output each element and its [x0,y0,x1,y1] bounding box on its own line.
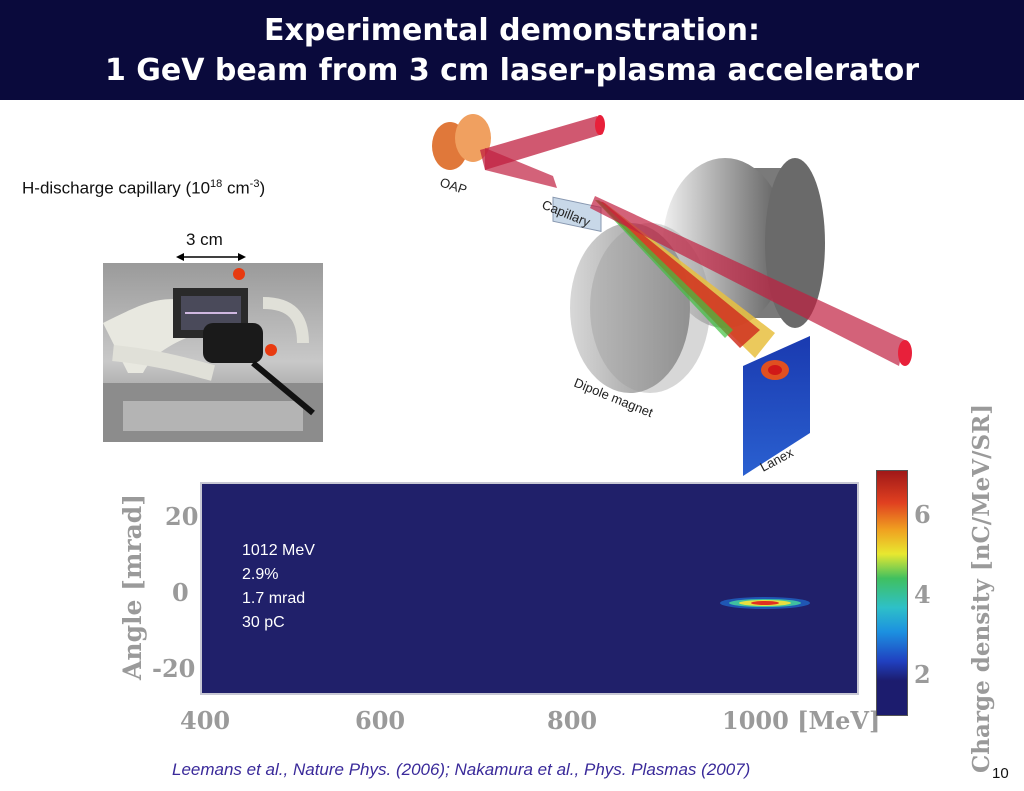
charge: 30 pC [242,614,285,631]
x-tick-800: 800 [547,706,598,735]
x-tick-1000: 1000 [MeV] [722,706,881,735]
scale-label: 3 cm [186,230,223,249]
x-tick-600: 600 [355,706,406,735]
capillary-photo [103,263,323,442]
double-arrow-icon [176,253,246,261]
beam-spot [720,597,810,609]
colorbar-label: Charge density [nC/MeV/SR] [968,403,995,773]
capillary-label-exponent1: 18 [210,178,223,190]
divergence: 1.7 mrad [242,590,306,607]
energy-spread: 2.9% [242,566,279,583]
beam-annotation: 1012 MeV 2.9% 1.7 mrad 30 pC [242,539,315,635]
scale-bar: 3 cm [176,230,246,261]
slide-title-line1: Experimental demonstration: [264,13,760,48]
colorbar-tick-2: 2 [914,660,931,689]
capillary-label-mid: cm [222,178,250,198]
capillary-label-prefix: H-discharge capillary (10 [22,178,211,198]
colorbar-tick-4: 4 [914,580,931,609]
slide-title-line2: 1 GeV beam from 3 cm laser-plasma accele… [104,53,920,88]
electron-spectrum-plot: 1012 MeV 2.9% 1.7 mrad 30 pC [200,482,859,695]
experiment-schematic: OAP Capillary Dipole magnet Lanex [432,114,912,476]
citation: Leemans et al., Nature Phys. (2006); Nak… [172,760,751,779]
x-tick-400: 400 [180,706,231,735]
capillary-label-exponent2: -3 [249,178,260,190]
schematic-label-oap: OAP [438,175,469,198]
lanex-screen [743,336,810,476]
page-number: 10 [992,765,1009,782]
title-bar: Experimental demonstration: 1 GeV beam f… [0,0,1024,100]
capillary-label: H-discharge capillary (1018 cm-3) [22,178,265,199]
capillary-element [552,196,602,233]
oap-mirror [432,114,491,170]
beam-energy: 1012 MeV [242,542,315,559]
y-tick-20: 20 [165,502,199,531]
y-axis-label: Angle [mrad] [118,493,147,680]
colorbar-tick-6: 6 [914,500,931,529]
capillary-label-suffix: ) [259,178,266,198]
y-tick-minus20: -20 [152,654,196,683]
colorbar [876,470,908,716]
y-tick-0: 0 [172,578,189,607]
